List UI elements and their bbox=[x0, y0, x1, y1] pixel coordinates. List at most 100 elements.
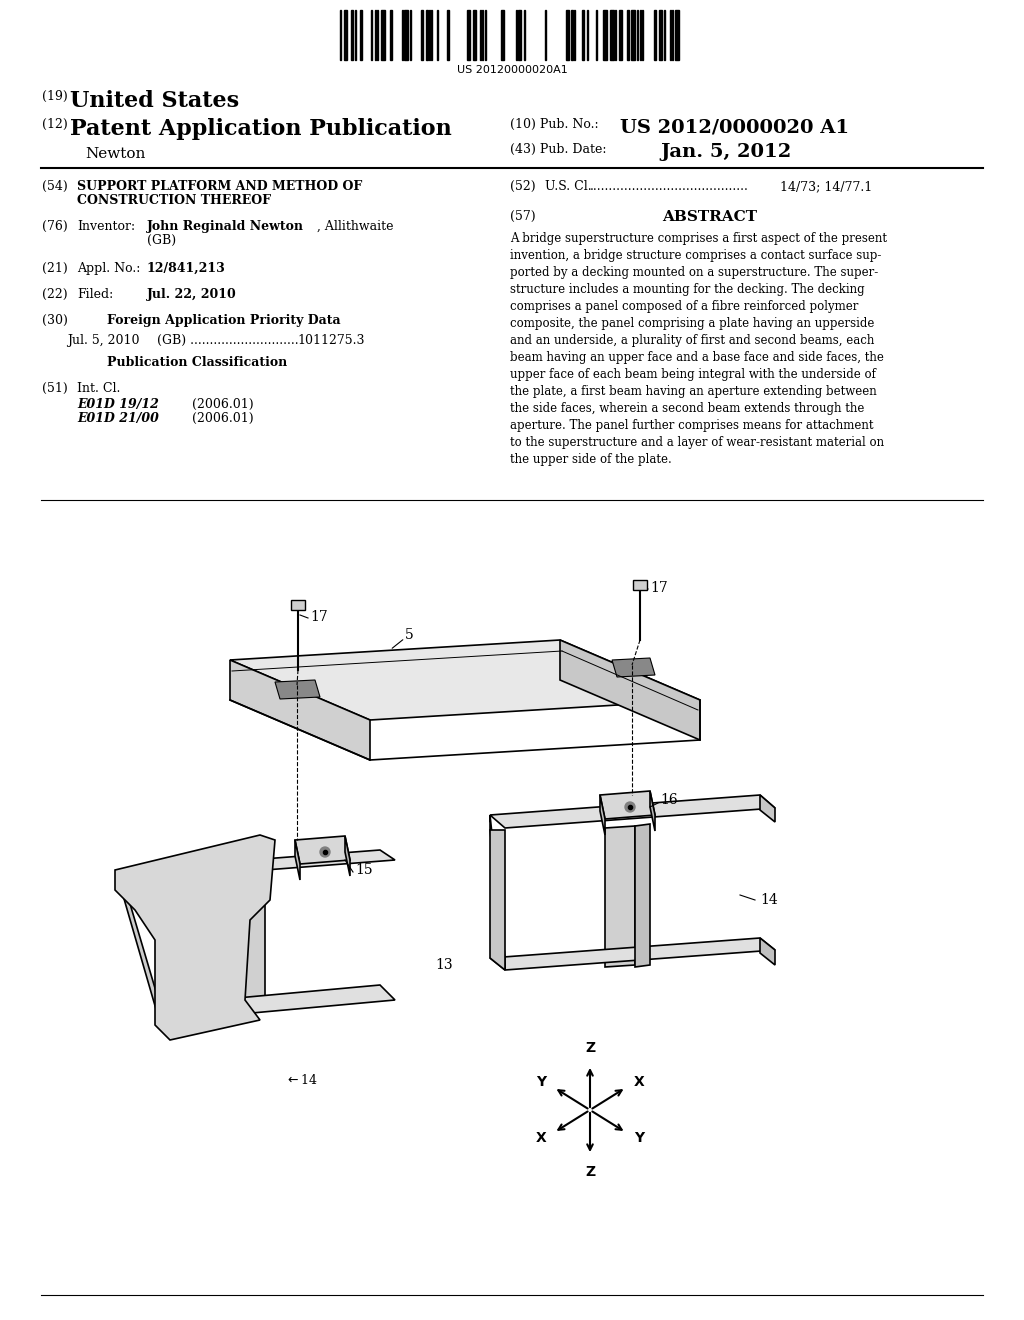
Bar bbox=[631, 11, 635, 59]
Text: (2006.01): (2006.01) bbox=[193, 399, 254, 411]
Polygon shape bbox=[605, 826, 635, 968]
Text: (2006.01): (2006.01) bbox=[193, 412, 254, 425]
Polygon shape bbox=[490, 814, 505, 970]
Text: X: X bbox=[536, 1130, 546, 1144]
Bar bbox=[518, 11, 521, 59]
Text: Y: Y bbox=[634, 1130, 644, 1144]
Text: 14: 14 bbox=[760, 894, 778, 907]
Text: Filed:: Filed: bbox=[77, 288, 114, 301]
Bar bbox=[351, 11, 353, 59]
Text: , Allithwaite: , Allithwaite bbox=[317, 220, 393, 234]
Text: Int. Cl.: Int. Cl. bbox=[77, 381, 121, 395]
Polygon shape bbox=[295, 836, 350, 865]
Text: E01D 21/00: E01D 21/00 bbox=[77, 412, 159, 425]
Text: 16: 16 bbox=[660, 793, 678, 807]
Bar bbox=[360, 11, 362, 59]
Text: X: X bbox=[634, 1076, 645, 1089]
Text: (19): (19) bbox=[42, 90, 68, 103]
Text: Publication Classification: Publication Classification bbox=[106, 355, 288, 368]
Text: (22): (22) bbox=[42, 288, 68, 301]
Text: 1011275.3: 1011275.3 bbox=[297, 334, 365, 347]
Text: John Reginald Newton: John Reginald Newton bbox=[147, 220, 304, 234]
Text: ABSTRACT: ABSTRACT bbox=[663, 210, 758, 224]
Text: (54): (54) bbox=[42, 180, 68, 193]
Circle shape bbox=[625, 803, 635, 812]
Text: Jan. 5, 2012: Jan. 5, 2012 bbox=[660, 143, 792, 161]
Bar bbox=[467, 11, 470, 59]
Text: SUPPORT PLATFORM AND METHOD OF: SUPPORT PLATFORM AND METHOD OF bbox=[77, 180, 362, 193]
Polygon shape bbox=[291, 601, 305, 610]
Bar bbox=[603, 11, 607, 59]
Bar bbox=[675, 11, 679, 59]
Text: (21): (21) bbox=[42, 261, 68, 275]
Polygon shape bbox=[600, 791, 655, 818]
Text: (76): (76) bbox=[42, 220, 68, 234]
Polygon shape bbox=[120, 870, 160, 1023]
Text: Patent Application Publication: Patent Application Publication bbox=[70, 117, 452, 140]
Text: US 20120000020A1: US 20120000020A1 bbox=[457, 65, 567, 75]
Text: 15: 15 bbox=[355, 863, 373, 876]
Text: Appl. No.:: Appl. No.: bbox=[77, 261, 140, 275]
Polygon shape bbox=[490, 795, 775, 828]
Text: .........................................: ........................................… bbox=[590, 180, 749, 193]
Text: Newton: Newton bbox=[85, 147, 145, 161]
Bar bbox=[421, 11, 423, 59]
Polygon shape bbox=[160, 1005, 175, 1038]
Polygon shape bbox=[230, 660, 370, 760]
Text: 17: 17 bbox=[650, 581, 668, 595]
Polygon shape bbox=[295, 840, 300, 880]
Text: United States: United States bbox=[70, 90, 240, 112]
Text: Z: Z bbox=[585, 1041, 595, 1055]
Bar bbox=[501, 11, 504, 59]
Text: (43) Pub. Date:: (43) Pub. Date: bbox=[510, 143, 606, 156]
Bar bbox=[426, 11, 428, 59]
Polygon shape bbox=[635, 824, 650, 968]
Text: 5: 5 bbox=[406, 628, 414, 642]
Text: 14/73; 14/77.1: 14/73; 14/77.1 bbox=[780, 180, 872, 193]
Polygon shape bbox=[490, 830, 505, 970]
Text: (30): (30) bbox=[42, 314, 68, 327]
Polygon shape bbox=[490, 939, 775, 970]
Polygon shape bbox=[760, 795, 775, 822]
Polygon shape bbox=[612, 657, 655, 677]
Text: (52): (52) bbox=[510, 180, 536, 193]
Bar bbox=[610, 11, 614, 59]
Polygon shape bbox=[230, 640, 700, 719]
Bar bbox=[627, 11, 629, 59]
Bar bbox=[473, 11, 476, 59]
Text: (51): (51) bbox=[42, 381, 68, 395]
Polygon shape bbox=[120, 850, 395, 880]
Bar bbox=[344, 11, 347, 59]
Text: 12/841,213: 12/841,213 bbox=[147, 261, 225, 275]
Polygon shape bbox=[120, 870, 135, 895]
Polygon shape bbox=[600, 795, 605, 836]
Text: (12): (12) bbox=[42, 117, 68, 131]
Text: Jul. 22, 2010: Jul. 22, 2010 bbox=[147, 288, 237, 301]
Text: CONSTRUCTION THEREOF: CONSTRUCTION THEREOF bbox=[77, 194, 271, 207]
Text: Z: Z bbox=[585, 1166, 595, 1179]
Bar bbox=[654, 11, 656, 59]
Text: Inventor:: Inventor: bbox=[77, 220, 135, 234]
Text: U.S. Cl.: U.S. Cl. bbox=[545, 180, 592, 193]
Text: E01D 19/12: E01D 19/12 bbox=[77, 399, 159, 411]
Text: Y: Y bbox=[536, 1076, 546, 1089]
Bar bbox=[404, 11, 408, 59]
Text: (GB) ............................: (GB) ............................ bbox=[157, 334, 299, 347]
Text: (57): (57) bbox=[510, 210, 536, 223]
Bar bbox=[618, 11, 622, 59]
Bar bbox=[447, 11, 449, 59]
Polygon shape bbox=[115, 836, 275, 1040]
Bar bbox=[566, 11, 569, 59]
Polygon shape bbox=[220, 880, 234, 1012]
Text: (GB): (GB) bbox=[147, 234, 176, 247]
Text: 17: 17 bbox=[310, 610, 328, 624]
Text: Foreign Application Priority Data: Foreign Application Priority Data bbox=[106, 314, 341, 327]
Bar bbox=[381, 11, 385, 59]
Polygon shape bbox=[160, 985, 395, 1020]
Text: $\leftarrow$14: $\leftarrow$14 bbox=[285, 1073, 317, 1086]
Bar bbox=[390, 11, 392, 59]
Text: US 2012/0000020 A1: US 2012/0000020 A1 bbox=[620, 117, 849, 136]
Bar bbox=[571, 11, 573, 59]
Polygon shape bbox=[760, 939, 775, 965]
Text: Jul. 5, 2010: Jul. 5, 2010 bbox=[67, 334, 139, 347]
